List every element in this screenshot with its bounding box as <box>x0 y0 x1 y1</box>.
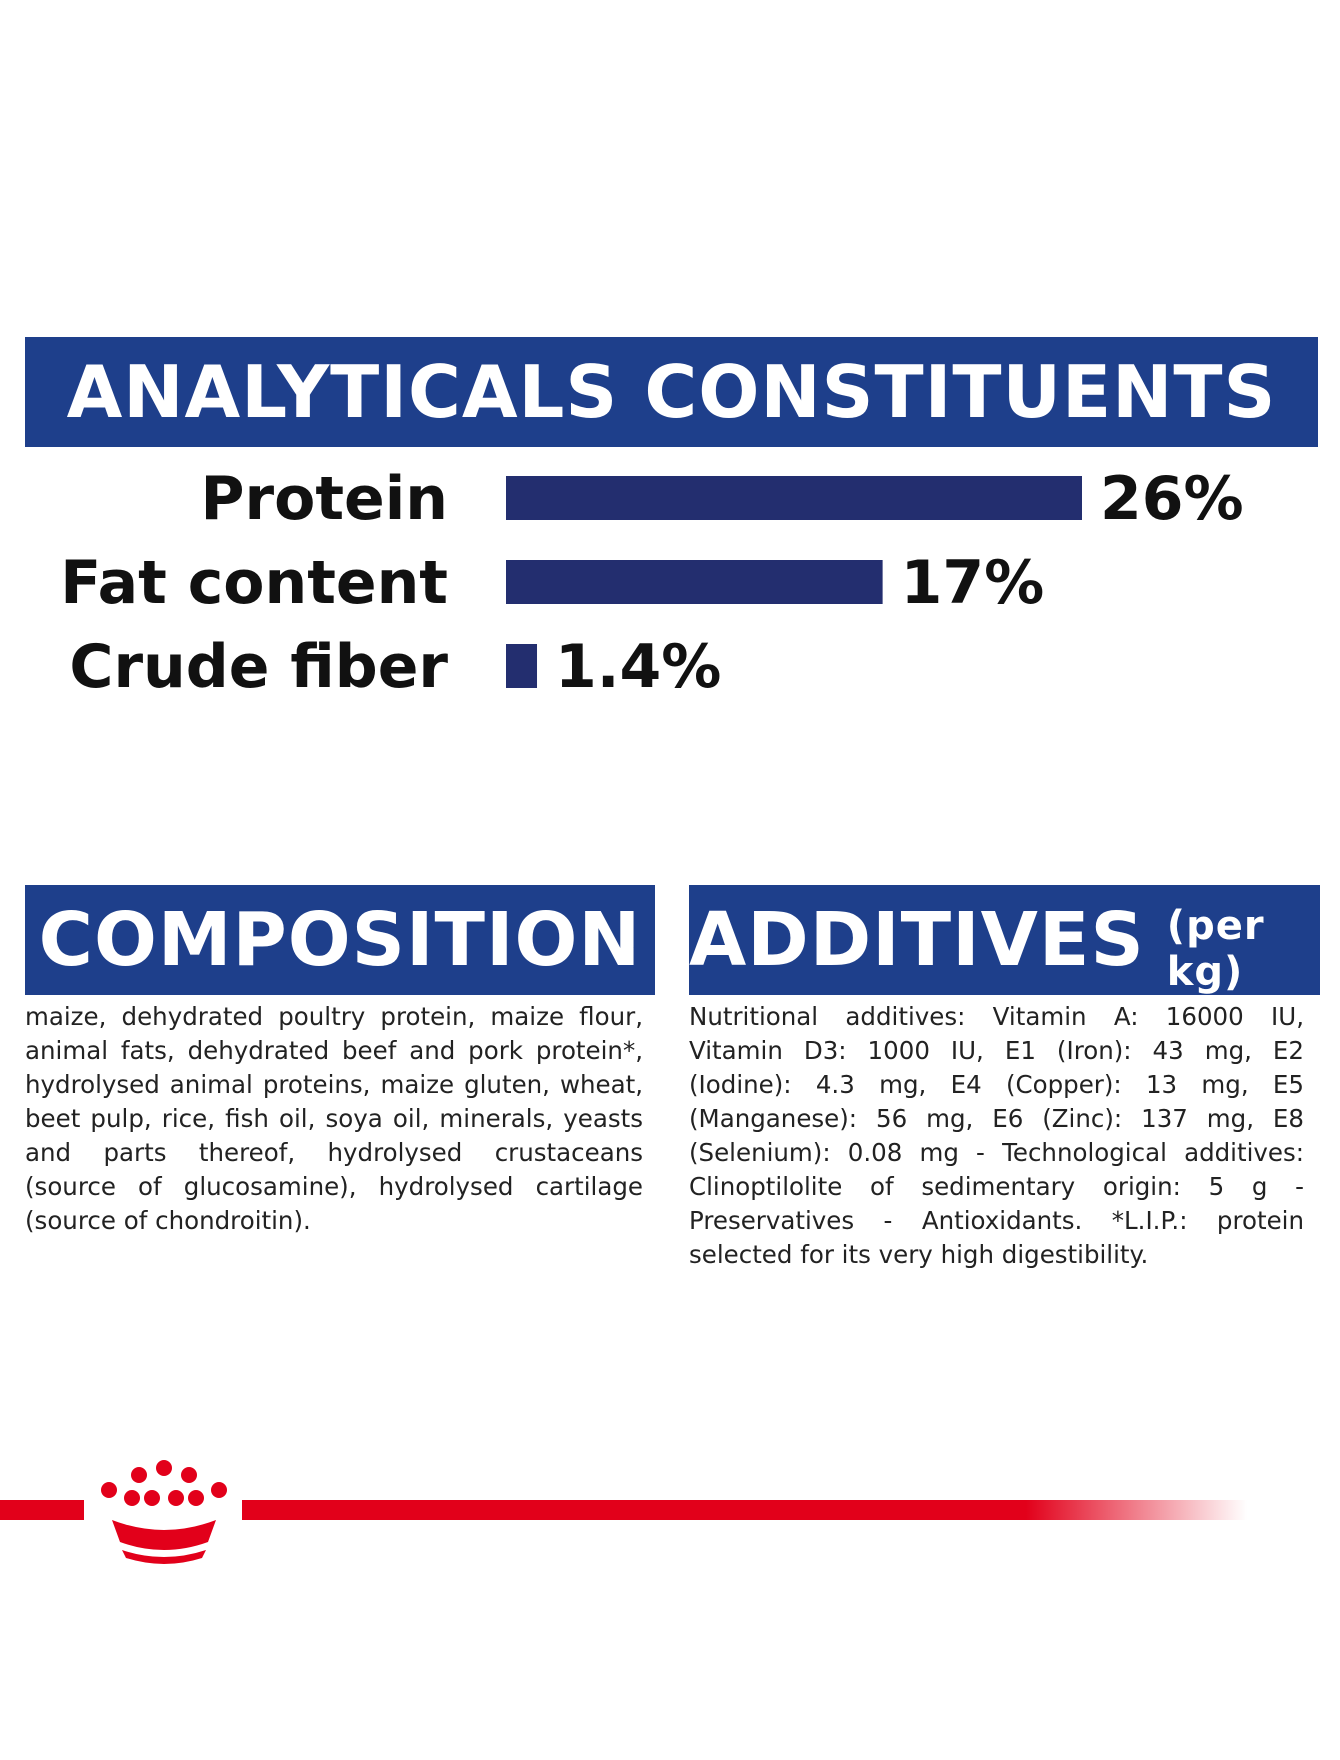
category-label-protein: Protein <box>201 470 448 534</box>
analytical-constituents-banner: ANALYTICALS CONSTITUENTS <box>25 337 1318 447</box>
bar-protein <box>506 476 1082 520</box>
additives-text: Nutritional additives: Vitamin A: 16000 … <box>689 1002 1304 1269</box>
category-label-fat-content: Fat content <box>60 548 448 618</box>
additives-unit: (per kg) <box>1166 903 1265 995</box>
category-label-crude-fiber: Crude fiber <box>69 632 448 702</box>
royal-canin-crown-icon <box>101 1460 227 1564</box>
composition-text: maize, dehydrated poultry protein, maize… <box>25 1002 643 1235</box>
analytical-constituents-title: ANALYTICALS CONSTITUENTS <box>66 350 1277 434</box>
bar-crude-fiber <box>506 644 538 688</box>
analytical-bar-chart: Protein 26% Fat content 17% Crude fiber 1.4% <box>60 470 1244 702</box>
composition-title: COMPOSITION <box>38 897 642 983</box>
value-label-fat-content: 17% <box>901 548 1045 618</box>
composition-banner: COMPOSITION <box>25 885 655 995</box>
brand-footer <box>0 1460 1247 1564</box>
additives-title: ADDITIVES <box>689 897 1145 983</box>
red-line-left <box>0 1500 84 1520</box>
additives-banner: ADDITIVES (per kg) <box>689 885 1320 995</box>
value-label-protein: 26% <box>1100 470 1244 534</box>
red-line-right <box>242 1500 1247 1520</box>
value-label-crude-fiber: 1.4% <box>555 632 721 702</box>
bar-fat-content <box>506 560 883 604</box>
